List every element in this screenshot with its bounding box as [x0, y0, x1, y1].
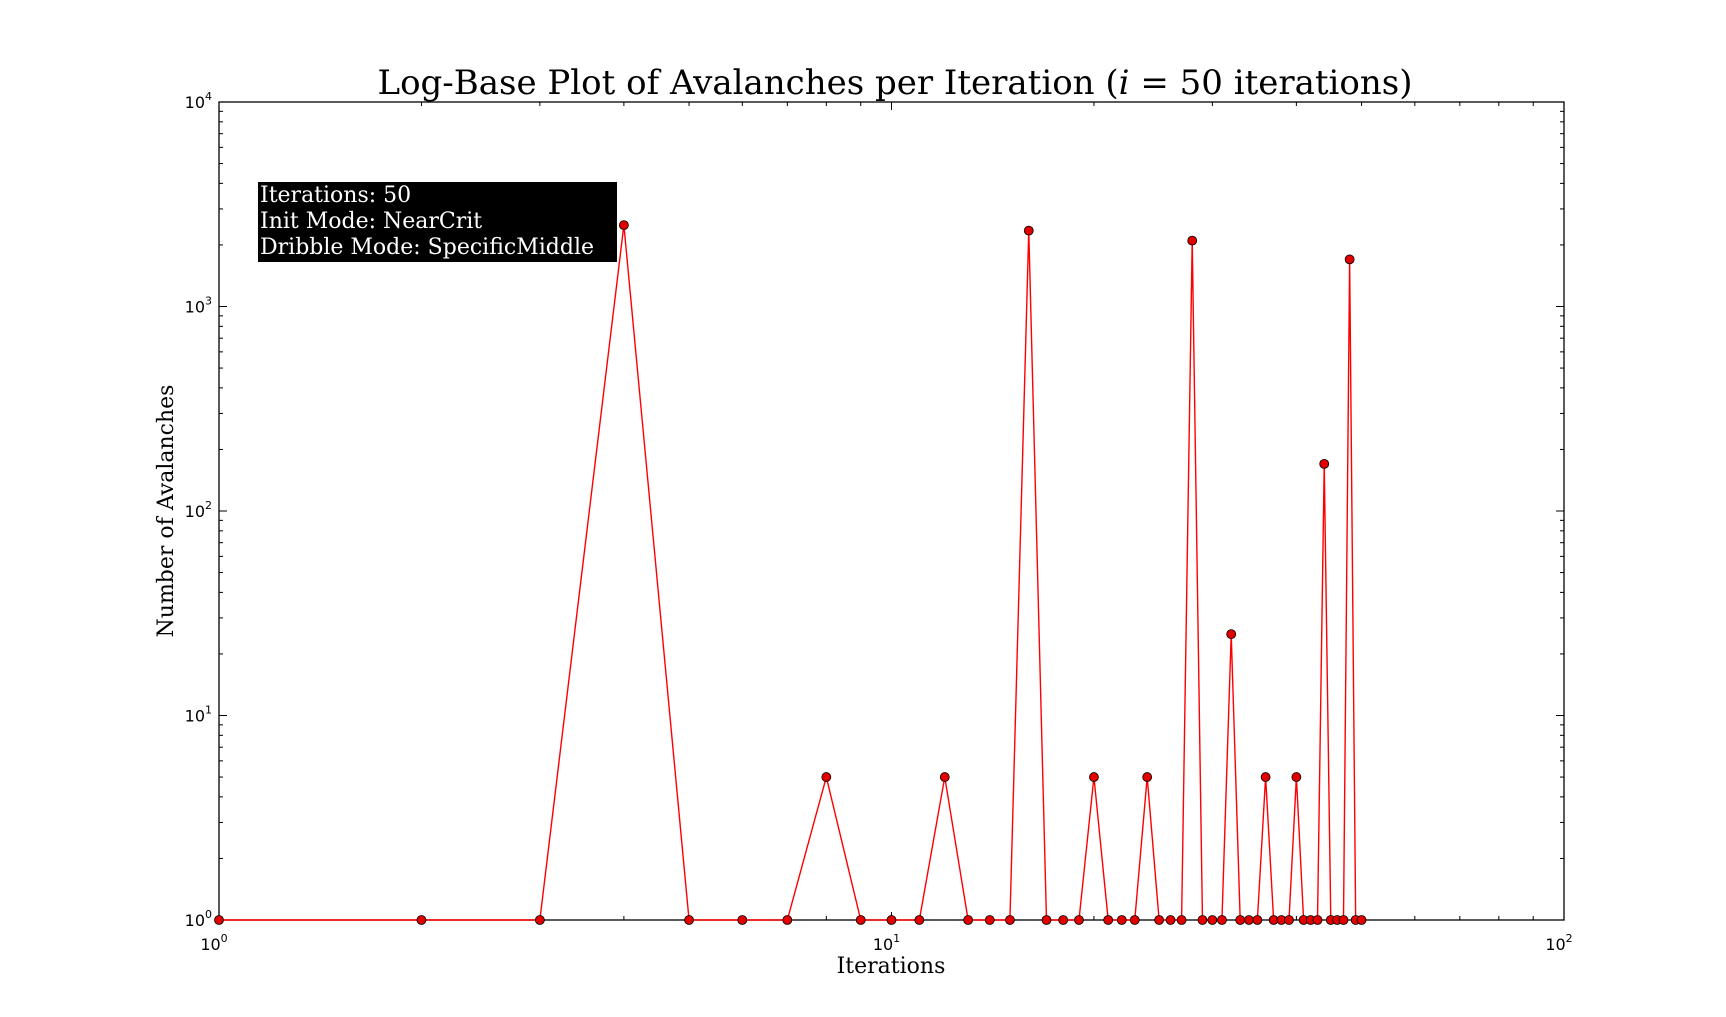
data-point — [1116, 915, 1127, 925]
data-point — [1291, 772, 1302, 782]
data-point — [939, 772, 950, 782]
x-tick-label: 100 — [200, 932, 227, 954]
data-point — [1252, 915, 1263, 925]
data-point — [1058, 915, 1069, 925]
data-point — [1319, 458, 1330, 469]
data-point — [1142, 772, 1153, 782]
x-axis-label: Iterations — [837, 954, 946, 979]
info-annotation: Iterations: 50 Init Mode: NearCrit Dribb… — [258, 182, 617, 262]
data-point — [984, 915, 995, 925]
data-point — [1226, 629, 1237, 640]
data-point — [886, 915, 897, 925]
series-line — [219, 225, 1362, 921]
data-point — [1154, 915, 1165, 925]
data-point — [1129, 915, 1140, 925]
data-point — [914, 915, 925, 925]
data-point — [1344, 254, 1355, 265]
y-tick-label: 100 — [185, 908, 212, 930]
annotation-line-init-mode: Init Mode: NearCrit — [260, 209, 482, 234]
chart-title: Log-Base Plot of Avalanches per Iteratio… — [377, 63, 1412, 103]
data-point — [1074, 915, 1084, 925]
x-tick-label: 101 — [873, 932, 900, 954]
data-point — [1089, 772, 1099, 782]
y-tick-label: 102 — [185, 499, 212, 521]
data-point — [855, 915, 866, 925]
data-point — [1260, 772, 1271, 782]
annotation-line-iterations: Iterations: 50 — [260, 183, 411, 208]
data-point — [684, 915, 694, 925]
y-tick-label: 103 — [185, 295, 212, 317]
data-point — [1197, 915, 1208, 925]
data-point — [1041, 915, 1052, 925]
data-point — [416, 915, 427, 925]
data-point — [1165, 915, 1176, 925]
data-point — [1244, 915, 1254, 925]
data-point — [1023, 225, 1034, 236]
data-point — [1356, 915, 1367, 925]
data-point — [1207, 915, 1218, 925]
data-point — [1217, 915, 1227, 925]
y-axis-label: Number of Avalanches — [154, 385, 179, 638]
axis-tick-labels: 100 101 102 100 101 102 103 104 — [185, 90, 1573, 954]
annotation-background — [258, 182, 617, 262]
series-layer — [214, 220, 1367, 925]
x-tick-label: 102 — [1545, 932, 1572, 954]
annotation-line-dribble-mode: Dribble Mode: SpecificMiddle — [260, 235, 594, 260]
axis-ticks — [218, 101, 1565, 921]
data-point — [618, 220, 629, 231]
data-point — [963, 915, 974, 925]
data-point — [782, 915, 793, 925]
data-point — [737, 915, 748, 925]
data-point — [1235, 915, 1246, 925]
y-tick-label: 104 — [185, 90, 212, 112]
data-point — [534, 915, 545, 925]
data-point — [1312, 915, 1323, 925]
data-point — [1284, 915, 1294, 925]
data-point — [1005, 915, 1015, 925]
data-point — [1176, 915, 1187, 925]
data-point — [1103, 915, 1114, 925]
data-point — [1338, 915, 1349, 925]
y-tick-label: 101 — [185, 704, 212, 726]
data-point — [214, 915, 224, 925]
data-point — [1187, 235, 1198, 246]
data-point — [821, 772, 832, 782]
